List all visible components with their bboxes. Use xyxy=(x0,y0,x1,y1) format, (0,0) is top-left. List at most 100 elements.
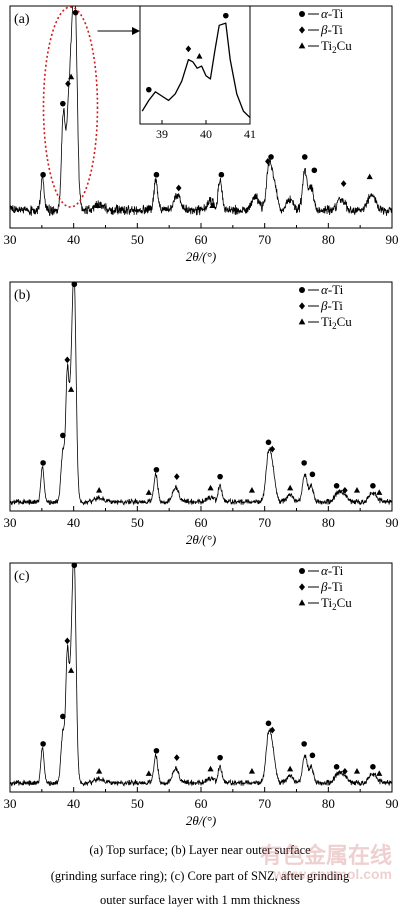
panel-a-legend-label: β-Ti xyxy=(320,22,343,37)
panel-b-peak-marker-circle xyxy=(265,439,272,446)
panel-c-peak-marker-circle xyxy=(265,720,272,727)
panel-b-peak-marker-circle xyxy=(301,460,307,466)
panel-b-peak-marker-triangle xyxy=(145,489,152,495)
panel-c-xtick-label: 30 xyxy=(4,796,17,811)
panel-b-xlabel: 2θ/(°) xyxy=(186,532,216,547)
panel-c-xtick-label: 70 xyxy=(258,796,271,811)
panel-b-label: (b) xyxy=(14,288,31,303)
panel-b-peak-marker-circle xyxy=(309,471,316,478)
panel-c-legend-marker-diamond xyxy=(299,583,305,591)
panel-c-peak-marker-diamond xyxy=(342,768,348,775)
inset-peak-marker-circle xyxy=(223,12,229,19)
panel-a-peak-marker-triangle xyxy=(366,173,373,180)
inset-peak-marker-circle xyxy=(146,86,152,93)
panel-a-xtick-label: 30 xyxy=(4,232,17,247)
panel-b-legend-label: β-Ti xyxy=(320,298,343,313)
inset-xtick-label: 41 xyxy=(244,127,256,141)
callout-arrow-head xyxy=(132,27,140,35)
panel-a-peak-marker-circle xyxy=(40,171,46,178)
panel-c-xtick-label: 80 xyxy=(322,796,335,811)
panel-c-frame xyxy=(9,562,393,793)
panel-a-peak-marker-circle xyxy=(301,154,308,160)
panel-b-legend-label: Ti2Cu xyxy=(321,314,352,331)
panel-b-peak-marker-triangle xyxy=(207,484,214,491)
panel-a-peak-marker-diamond xyxy=(340,180,347,187)
panel-b-peak-marker-diamond xyxy=(64,356,71,364)
panel-c-peak-marker-triangle xyxy=(353,768,361,774)
panel-c-peak-marker-circle xyxy=(40,741,46,747)
caption-line-1: (a) Top surface; (b) Layer near outer su… xyxy=(89,843,311,857)
caption-line-3: outer surface layer with 1 mm thickness xyxy=(100,893,300,907)
panel-b-xtick-label: 50 xyxy=(131,515,144,530)
panel-a-legend-label: Ti2Cu xyxy=(321,38,352,55)
panel-a-xtick-label: 80 xyxy=(322,232,335,247)
panel-b-xtick-label: 70 xyxy=(258,515,271,530)
panel-b-xrd-trace xyxy=(9,281,393,506)
panel-b-peak-marker-diamond xyxy=(342,487,348,494)
panel-b-legend-label: α-Ti xyxy=(321,282,344,297)
panel-b-peak-marker-triangle xyxy=(353,487,361,493)
panel-a-peak-marker-triangle xyxy=(94,202,101,209)
panel-c-label: (c) xyxy=(14,569,30,584)
panel-c-legend-label: α-Ti xyxy=(321,563,344,578)
inset-panel: 39 40 41 xyxy=(139,5,256,141)
panel-b-xtick-label: 30 xyxy=(4,515,17,530)
panel-a-peak-marker-triangle xyxy=(209,202,216,209)
panel-b-peak-marker-circle xyxy=(40,460,46,466)
panel-a-peak-marker-triangle xyxy=(252,193,259,200)
inset-trace xyxy=(141,22,251,119)
panel-a-peak-marker-circle xyxy=(218,171,225,178)
inset-xtick-label: 40 xyxy=(200,127,212,141)
panel-c-peak-marker-circle xyxy=(217,754,223,761)
panel-a-peak-marker-diamond xyxy=(65,80,71,88)
panel-b-peak-marker-triangle xyxy=(376,489,383,495)
panel-a-peak-marker-diamond xyxy=(265,158,271,165)
panel-c-peak-marker-circle xyxy=(153,747,160,754)
panel-a-peak-marker-circle xyxy=(153,171,160,178)
panel-c-xtick-label: 90 xyxy=(386,796,399,811)
panel-a-peak-marker-diamond xyxy=(175,184,182,192)
panel-b-peak-marker-circle xyxy=(153,466,160,473)
panel-b-xtick-label: 90 xyxy=(386,515,399,530)
panel-c-peak-marker-triangle xyxy=(68,667,75,673)
panel-b-peak-marker-diamond xyxy=(174,473,180,481)
panel-a-xlabel: 2θ/(°) xyxy=(186,249,216,264)
panel-b-xtick-label: 80 xyxy=(322,515,335,530)
panel-c-peak-marker-triangle xyxy=(145,770,152,776)
caption-line-2: (grinding surface ring); (c) Core part o… xyxy=(50,869,350,883)
panel-c-peak-marker-circle xyxy=(309,752,316,759)
panel-a-xtick-label: 40 xyxy=(67,232,80,247)
panel-a-xtick-label: 70 xyxy=(258,232,271,247)
panel-a-xtick-label: 90 xyxy=(386,232,399,247)
panel-b-peak-marker-circle xyxy=(333,483,340,489)
panel-a-legend-marker-diamond xyxy=(299,26,305,34)
panel-c-legend-marker-circle xyxy=(299,568,305,574)
panel-a-label: (a) xyxy=(14,12,30,27)
panel-c-legend-marker-triangle xyxy=(298,599,306,606)
panel-b-peak-marker-triangle xyxy=(248,487,256,493)
panel-a-legend-marker-triangle xyxy=(298,42,306,49)
panel-b-peak-marker-circle xyxy=(217,473,223,480)
panel-b-peak-marker-circle xyxy=(370,483,376,489)
panel-a-peak-marker-triangle xyxy=(145,204,152,211)
panel-b-peak-marker-circle xyxy=(71,281,78,288)
highlight-ellipse xyxy=(42,6,99,208)
panel-b-peak-marker-triangle xyxy=(287,484,294,491)
inset-peak-marker-diamond xyxy=(185,45,192,53)
panel-a-peak-marker-triangle xyxy=(68,73,75,80)
panel-c-xtick-label: 60 xyxy=(195,796,208,811)
panel-b-xtick-label: 40 xyxy=(67,515,80,530)
panel-c-peak-marker-triangle xyxy=(207,765,214,772)
panel-a-xtick-label: 50 xyxy=(131,232,144,247)
panel-c-xlabel: 2θ/(°) xyxy=(186,813,216,828)
panel-c-legend-label: β-Ti xyxy=(320,579,343,594)
panel-b-peak-marker-triangle xyxy=(68,386,75,392)
panel-c-xtick-label: 40 xyxy=(67,796,80,811)
panel-a-peak-marker-circle xyxy=(72,9,79,16)
watermark-cn: 有色金属在线 xyxy=(259,843,392,868)
panel-c-peak-marker-triangle xyxy=(376,770,383,776)
